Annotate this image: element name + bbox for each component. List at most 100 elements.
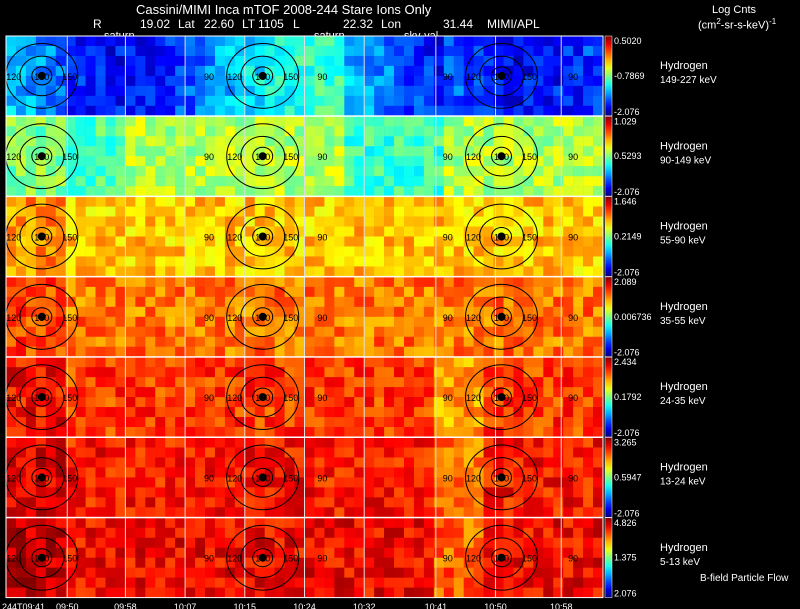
contour-label: 120 [227,233,242,243]
pitch-contour [479,537,525,579]
contour-label: 120 [6,233,21,243]
pitch-center-dot [258,232,267,241]
contour-label: 120 [466,72,481,82]
pitch-contour [226,283,300,350]
contour-label: 150 [62,72,77,82]
energy-label: 149-227 keV [660,75,717,86]
contour-label: 120 [466,554,481,564]
colorbar-min: -2.076 [614,267,640,277]
colorbar [604,116,613,197]
contour-label: 150 [62,473,77,483]
credit: MIMI/APL [487,17,540,31]
colorbar-mid: 0.1792 [614,392,642,402]
lon-value: 22.32 [343,17,374,31]
contour-label: 150 [283,72,298,82]
x-tick-label: 09:50 [56,602,79,609]
contour-label: 180 [494,473,509,483]
species-label: Hydrogen [660,381,708,393]
species-label: Hydrogen [660,542,708,554]
contour-label: 90 [443,72,453,82]
contour-label: 180 [34,152,49,162]
contour-label: 120 [6,72,21,82]
pitch-contour [252,548,274,568]
r-label: R [93,17,102,31]
pitch-contour [491,467,513,487]
colorbar [604,437,613,518]
l-label: L [293,17,300,31]
contour-label: 120 [6,473,21,483]
pitch-center-dot [37,473,46,482]
pitch-contour [240,296,286,338]
x-tick-label: 10:58 [550,602,573,609]
pitch-center-dot [497,71,506,80]
contour-label: 180 [34,313,49,323]
pitch-contour [252,467,274,487]
pitch-contour [479,135,525,177]
contour-label: 150 [522,554,537,564]
energy-label: 55-90 keV [660,236,706,247]
pitch-contour [465,524,539,591]
colorbar-min: -2.076 [614,348,640,358]
contour-label: 150 [522,473,537,483]
pitch-contour [31,307,53,327]
contour-label: 90 [317,233,327,243]
pitch-contour [31,146,53,166]
contour-label: 90 [443,554,453,564]
contour-label: 120 [6,313,21,323]
pitch-contour [31,467,53,487]
contour-label: 150 [62,393,77,403]
pitch-contour [240,55,286,97]
pitch-center-dot [37,232,46,241]
contour-label: 120 [227,554,242,564]
pitch-contour [479,376,525,418]
energy-panel [6,36,604,117]
species-label: Hydrogen [660,301,708,313]
colorbar-min: -2.076 [614,428,640,438]
colorbar-min: -2.076 [614,187,640,197]
colorbar [604,276,613,357]
colorbar-max: 1.646 [614,197,637,207]
colorbar-title: Log Cnts [712,4,757,16]
contour-label: 180 [34,233,49,243]
pitch-contour [19,296,65,338]
species-label: Hydrogen [660,462,708,474]
energy-panel [6,437,604,518]
pitch-contour [240,537,286,579]
contour-label: 150 [62,313,77,323]
pitch-contour [479,296,525,338]
pitch-contour [19,55,65,97]
colorbar-max: 0.5020 [614,36,642,46]
pitch-contour [465,364,539,431]
colorbar-min: -2.076 [614,508,640,518]
pitch-contour [31,387,53,407]
contour-label: 180 [255,554,270,564]
colorbar [604,196,613,277]
contour-label: 180 [255,72,270,82]
colorbar-min: 2.076 [614,589,637,599]
contour-label: 90 [568,152,578,162]
contour-label: 90 [568,72,578,82]
panel-frame [5,437,604,518]
pitch-center-dot [37,553,46,562]
figure-title: Cassini/MIMI Inca mTOF 2008-244 Stare Io… [136,2,432,17]
pitch-center-dot [497,393,506,402]
units-exp: -1 [769,17,777,26]
contour-label: 150 [283,393,298,403]
energy-panel [6,517,604,598]
pitch-center-dot [258,312,267,321]
lon-label: Lon [381,17,402,31]
pitch-contour [491,227,513,246]
pitch-contour [491,146,513,166]
pitch-contour [19,376,65,418]
pitch-center-dot [497,473,506,482]
pitch-contour [252,307,274,327]
pitch-contour [252,66,274,86]
contour-label: 120 [466,152,481,162]
pitch-contour [31,548,53,568]
contour-label: 90 [568,393,578,403]
pitch-contour [226,444,300,511]
contour-label: 120 [227,152,242,162]
contour-label: 90 [204,554,214,564]
